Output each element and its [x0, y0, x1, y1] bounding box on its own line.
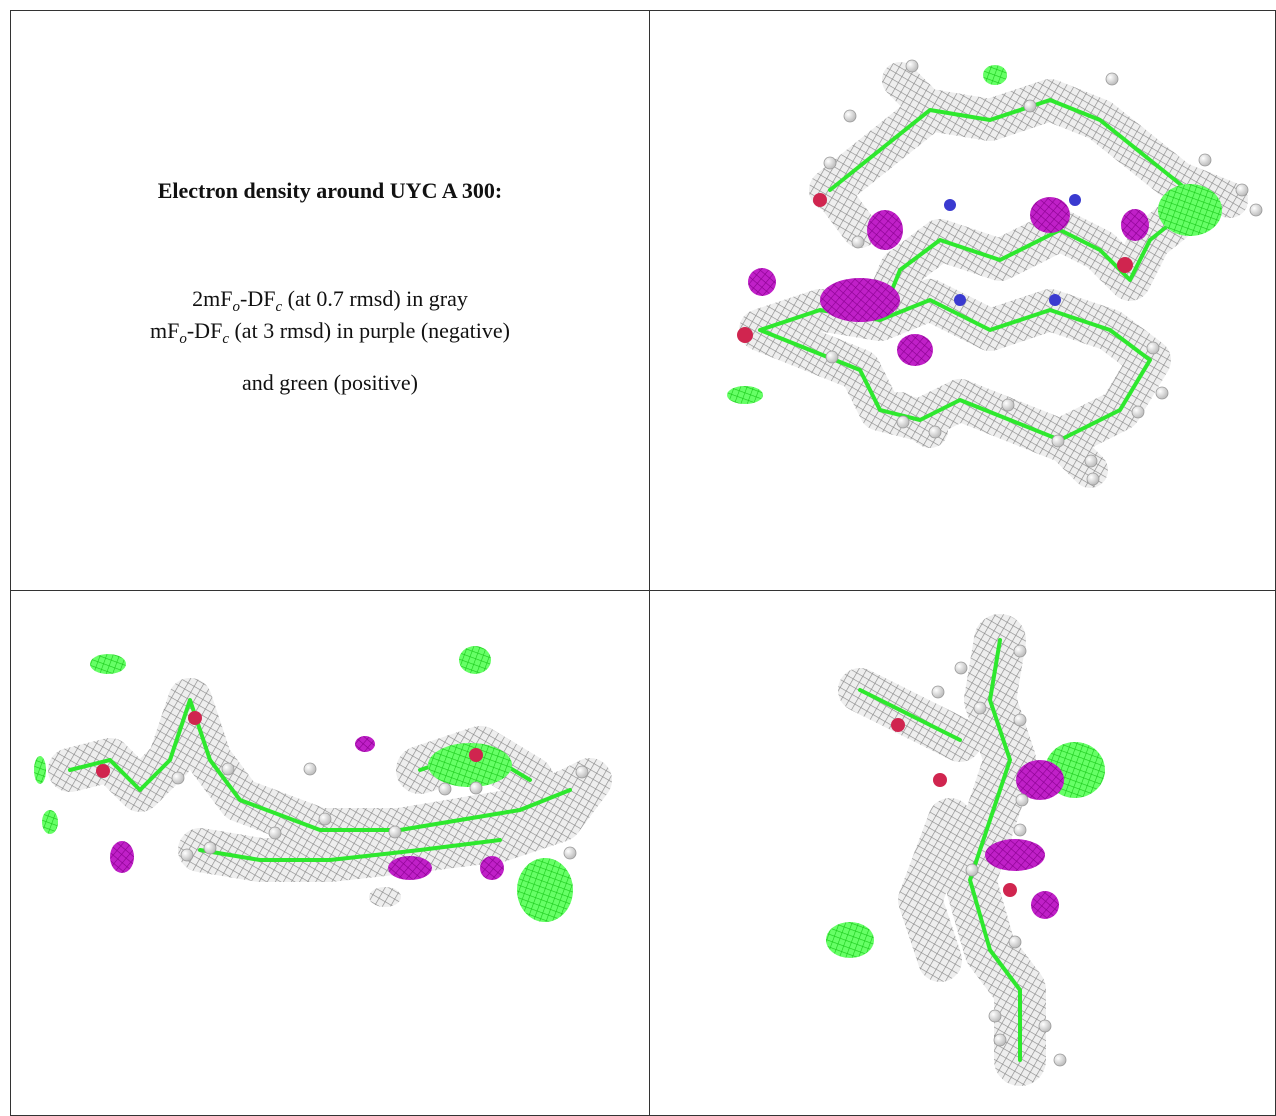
density-view-top — [727, 59, 1263, 488]
subscript: o — [233, 299, 241, 315]
subscript: c — [275, 299, 282, 315]
text: -DF — [187, 318, 222, 343]
density-view-edge — [826, 614, 1105, 1086]
text: (at 0.7 rmsd) in gray — [282, 286, 468, 311]
subscript: o — [179, 331, 187, 347]
density-view-side — [34, 646, 612, 922]
text: 2mF — [192, 286, 232, 311]
frame — [10, 10, 1276, 1116]
legend-line: and green (positive) — [242, 370, 418, 395]
subscript: c — [222, 331, 229, 347]
caption: Electron density around UYC A 300: 2mFo-… — [150, 178, 510, 395]
legend-line: 2mFo-DFc (at 0.7 rmsd) in gray — [192, 286, 468, 315]
text: -DF — [240, 286, 275, 311]
legend-line: mFo-DFc (at 3 rmsd) in purple (negative) — [150, 318, 510, 347]
text: (at 3 rmsd) in purple (negative) — [229, 318, 510, 343]
caption-title: Electron density around UYC A 300: — [158, 178, 503, 203]
text: mF — [150, 318, 179, 343]
